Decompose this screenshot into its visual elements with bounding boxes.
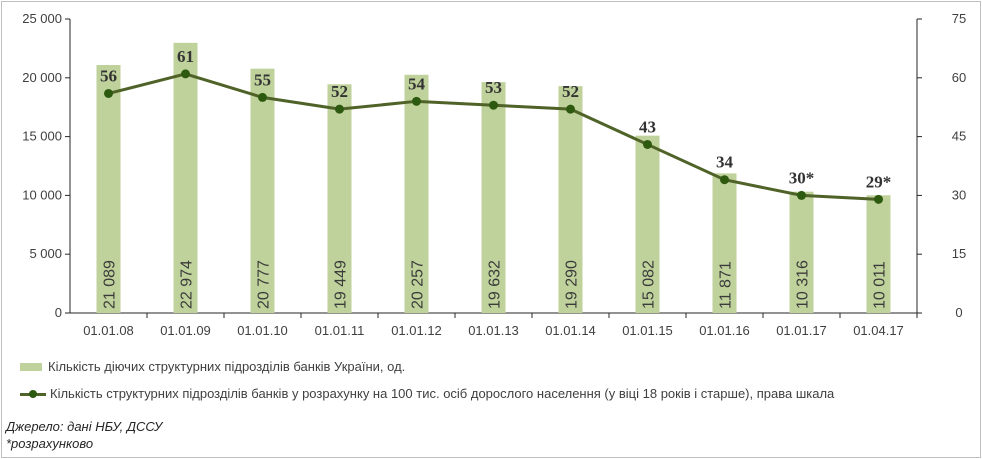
left-axis-tick-label: 20 000	[22, 70, 62, 85]
line-data-label: 61	[177, 47, 194, 66]
line-data-label: 55	[254, 70, 271, 89]
bar	[96, 64, 121, 313]
line-point	[489, 100, 498, 110]
line-data-label: 29*	[866, 172, 892, 191]
line-point	[412, 96, 421, 106]
bar-data-label: 22 974	[179, 260, 196, 309]
x-axis-tick-label: 01.01.08	[83, 323, 134, 338]
right-axis-tick-label: 60	[952, 70, 966, 85]
line-point	[797, 190, 806, 200]
legend-item-line: Кількість структурних підрозділів банків…	[20, 386, 834, 401]
line-data-label: 56	[100, 66, 117, 85]
line-point	[181, 69, 190, 79]
bar-data-label: 15 082	[641, 260, 658, 309]
bar-data-label: 21 089	[102, 260, 119, 309]
bar	[404, 74, 429, 313]
x-axis-tick-label: 01.01.15	[622, 323, 673, 338]
bar-data-label: 20 777	[256, 260, 273, 309]
legend-bar-swatch	[20, 362, 42, 371]
legend-bar-label: Кількість діючих структурних підрозділів…	[48, 359, 406, 374]
line-data-label: 52	[562, 82, 579, 101]
left-axis-tick-label: 0	[55, 305, 62, 320]
line-point	[258, 92, 267, 102]
bar	[712, 173, 737, 313]
line-point	[566, 104, 575, 114]
source-note: Джерело: дані НБУ, ДССУ	[6, 419, 163, 434]
x-axis-tick-label: 01.01.14	[545, 323, 596, 338]
x-axis-tick-label: 01.04.17	[853, 323, 904, 338]
line-data-label: 54	[408, 74, 426, 93]
x-axis-tick-label: 01.01.16	[699, 323, 750, 338]
bar-data-label: 19 632	[487, 260, 504, 309]
left-axis-tick-label: 25 000	[22, 11, 62, 26]
bar	[250, 68, 275, 314]
x-axis-tick-label: 01.01.17	[776, 323, 827, 338]
legend-line-label: Кількість структурних підрозділів банків…	[50, 386, 835, 401]
line-point	[643, 139, 652, 149]
line-data-label: 53	[485, 78, 502, 97]
bar	[481, 82, 506, 313]
right-axis-tick-label: 0	[955, 305, 962, 320]
x-axis-tick-label: 01.01.13	[468, 323, 519, 338]
legend-line-swatch	[20, 388, 46, 400]
bar	[558, 86, 583, 313]
left-axis-tick-label: 10 000	[22, 187, 62, 202]
bar-data-label: 19 290	[564, 260, 581, 309]
left-axis-tick-label: 5 000	[29, 246, 62, 261]
bar-data-label: 11 871	[718, 261, 735, 309]
bar	[635, 135, 660, 313]
combo-chart: 0 5 000 10 000 15 000 20 000 25 000 0 15 30 45 60 7…	[22, 11, 966, 338]
line-data-label: 43	[639, 117, 656, 136]
bar	[866, 195, 891, 313]
line-point	[720, 175, 729, 185]
right-axis-tick-label: 75	[952, 11, 966, 26]
line-data-label: 34	[716, 153, 734, 172]
right-axis-tick-label: 30	[952, 187, 966, 202]
legend-item-bars: Кількість діючих структурних підрозділів…	[20, 359, 405, 374]
line-point	[874, 194, 883, 204]
bar-data-label: 19 449	[333, 260, 350, 309]
right-axis-tick-label: 45	[952, 129, 966, 144]
footnote: *розрахунково	[6, 436, 94, 451]
bar-data-label: 10 011	[872, 261, 889, 309]
x-axis-tick-label: 01.01.09	[160, 323, 211, 338]
right-axis-tick-label: 15	[952, 246, 966, 261]
bar-data-label: 10 316	[795, 260, 812, 309]
x-axis-tick-label: 01.01.12	[391, 323, 442, 338]
bar	[173, 42, 198, 314]
line-data-label: 52	[331, 82, 348, 101]
bar	[327, 84, 352, 314]
bar-data-label: 20 257	[410, 260, 427, 309]
left-axis-tick-label: 15 000	[22, 129, 62, 144]
line-point	[335, 104, 344, 114]
line-point	[104, 88, 113, 98]
x-axis-tick-label: 01.01.11	[315, 323, 365, 338]
line-data-label: 30*	[789, 168, 815, 187]
x-axis-tick-label: 01.01.10	[237, 323, 288, 338]
bar	[789, 191, 814, 313]
